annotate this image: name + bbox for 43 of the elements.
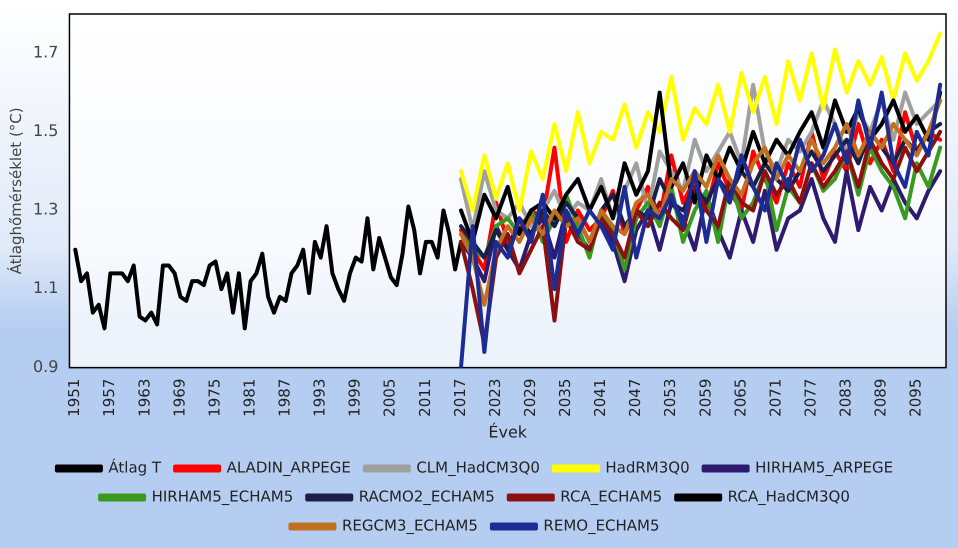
x-tick-label: 2017 — [450, 378, 469, 417]
legend-label: RACMO2_ECHAM5 — [358, 487, 495, 506]
legend-label: REGCM3_ECHAM5 — [342, 516, 478, 534]
x-tick-label: 1951 — [65, 378, 84, 417]
x-tick-label: 2029 — [520, 378, 539, 417]
x-tick-label: 2005 — [380, 378, 399, 417]
x-tick-label: 1987 — [276, 378, 294, 417]
x-tick-label: 2095 — [906, 378, 925, 417]
x-axis-title: Évek — [488, 422, 528, 442]
x-tick-label: 1981 — [240, 378, 258, 417]
x-tick-label: 2071 — [766, 378, 784, 417]
y-tick-label: 1.1 — [32, 278, 58, 298]
x-tick-label: 2035 — [556, 378, 574, 417]
x-tick-label: 2089 — [872, 378, 890, 417]
legend-label: ALADIN_ARPEGE — [226, 458, 351, 476]
x-tick-label: 1999 — [346, 378, 364, 417]
x-tick-label: 1993 — [310, 378, 329, 417]
legend-label: CLM_HadCM3Q0 — [416, 458, 540, 476]
legend-label: HIRHAM5_ARPEGE — [755, 458, 894, 476]
x-tick-label: 2077 — [801, 378, 820, 417]
legend-label: REMO_ECHAM5 — [543, 516, 660, 534]
x-tick-label: 2053 — [661, 378, 680, 417]
x-tick-label: 2065 — [731, 378, 750, 417]
x-tick-label: 2059 — [696, 378, 714, 417]
legend-label: RCA_ECHAM5 — [560, 487, 662, 506]
x-tick-label: 1969 — [170, 378, 188, 417]
x-tick-label: 2083 — [836, 378, 855, 417]
legend-label: Átlag T — [108, 458, 162, 476]
x-tick-label: 2041 — [591, 378, 610, 417]
x-tick-label: 2011 — [416, 378, 434, 417]
y-tick-label: 1.3 — [32, 200, 58, 219]
x-tick-label: 2023 — [486, 378, 504, 417]
legend-label: RCA_HadCM3Q0 — [728, 487, 850, 506]
y-tick-label: 0.9 — [32, 356, 58, 376]
x-tick-label: 1963 — [135, 378, 154, 417]
x-tick-label: 1975 — [205, 378, 224, 417]
x-tick-label: 2047 — [626, 378, 644, 417]
legend-label: HadRM3Q0 — [605, 458, 690, 476]
y-axis-title: Átlaghőmérséklet (°C) — [6, 107, 25, 274]
x-tick-label: 1957 — [100, 378, 118, 417]
y-tick-label: 1.5 — [32, 121, 58, 140]
y-tick-label: 1.7 — [32, 42, 58, 62]
legend-label: HIRHAM5_ECHAM5 — [152, 487, 294, 506]
